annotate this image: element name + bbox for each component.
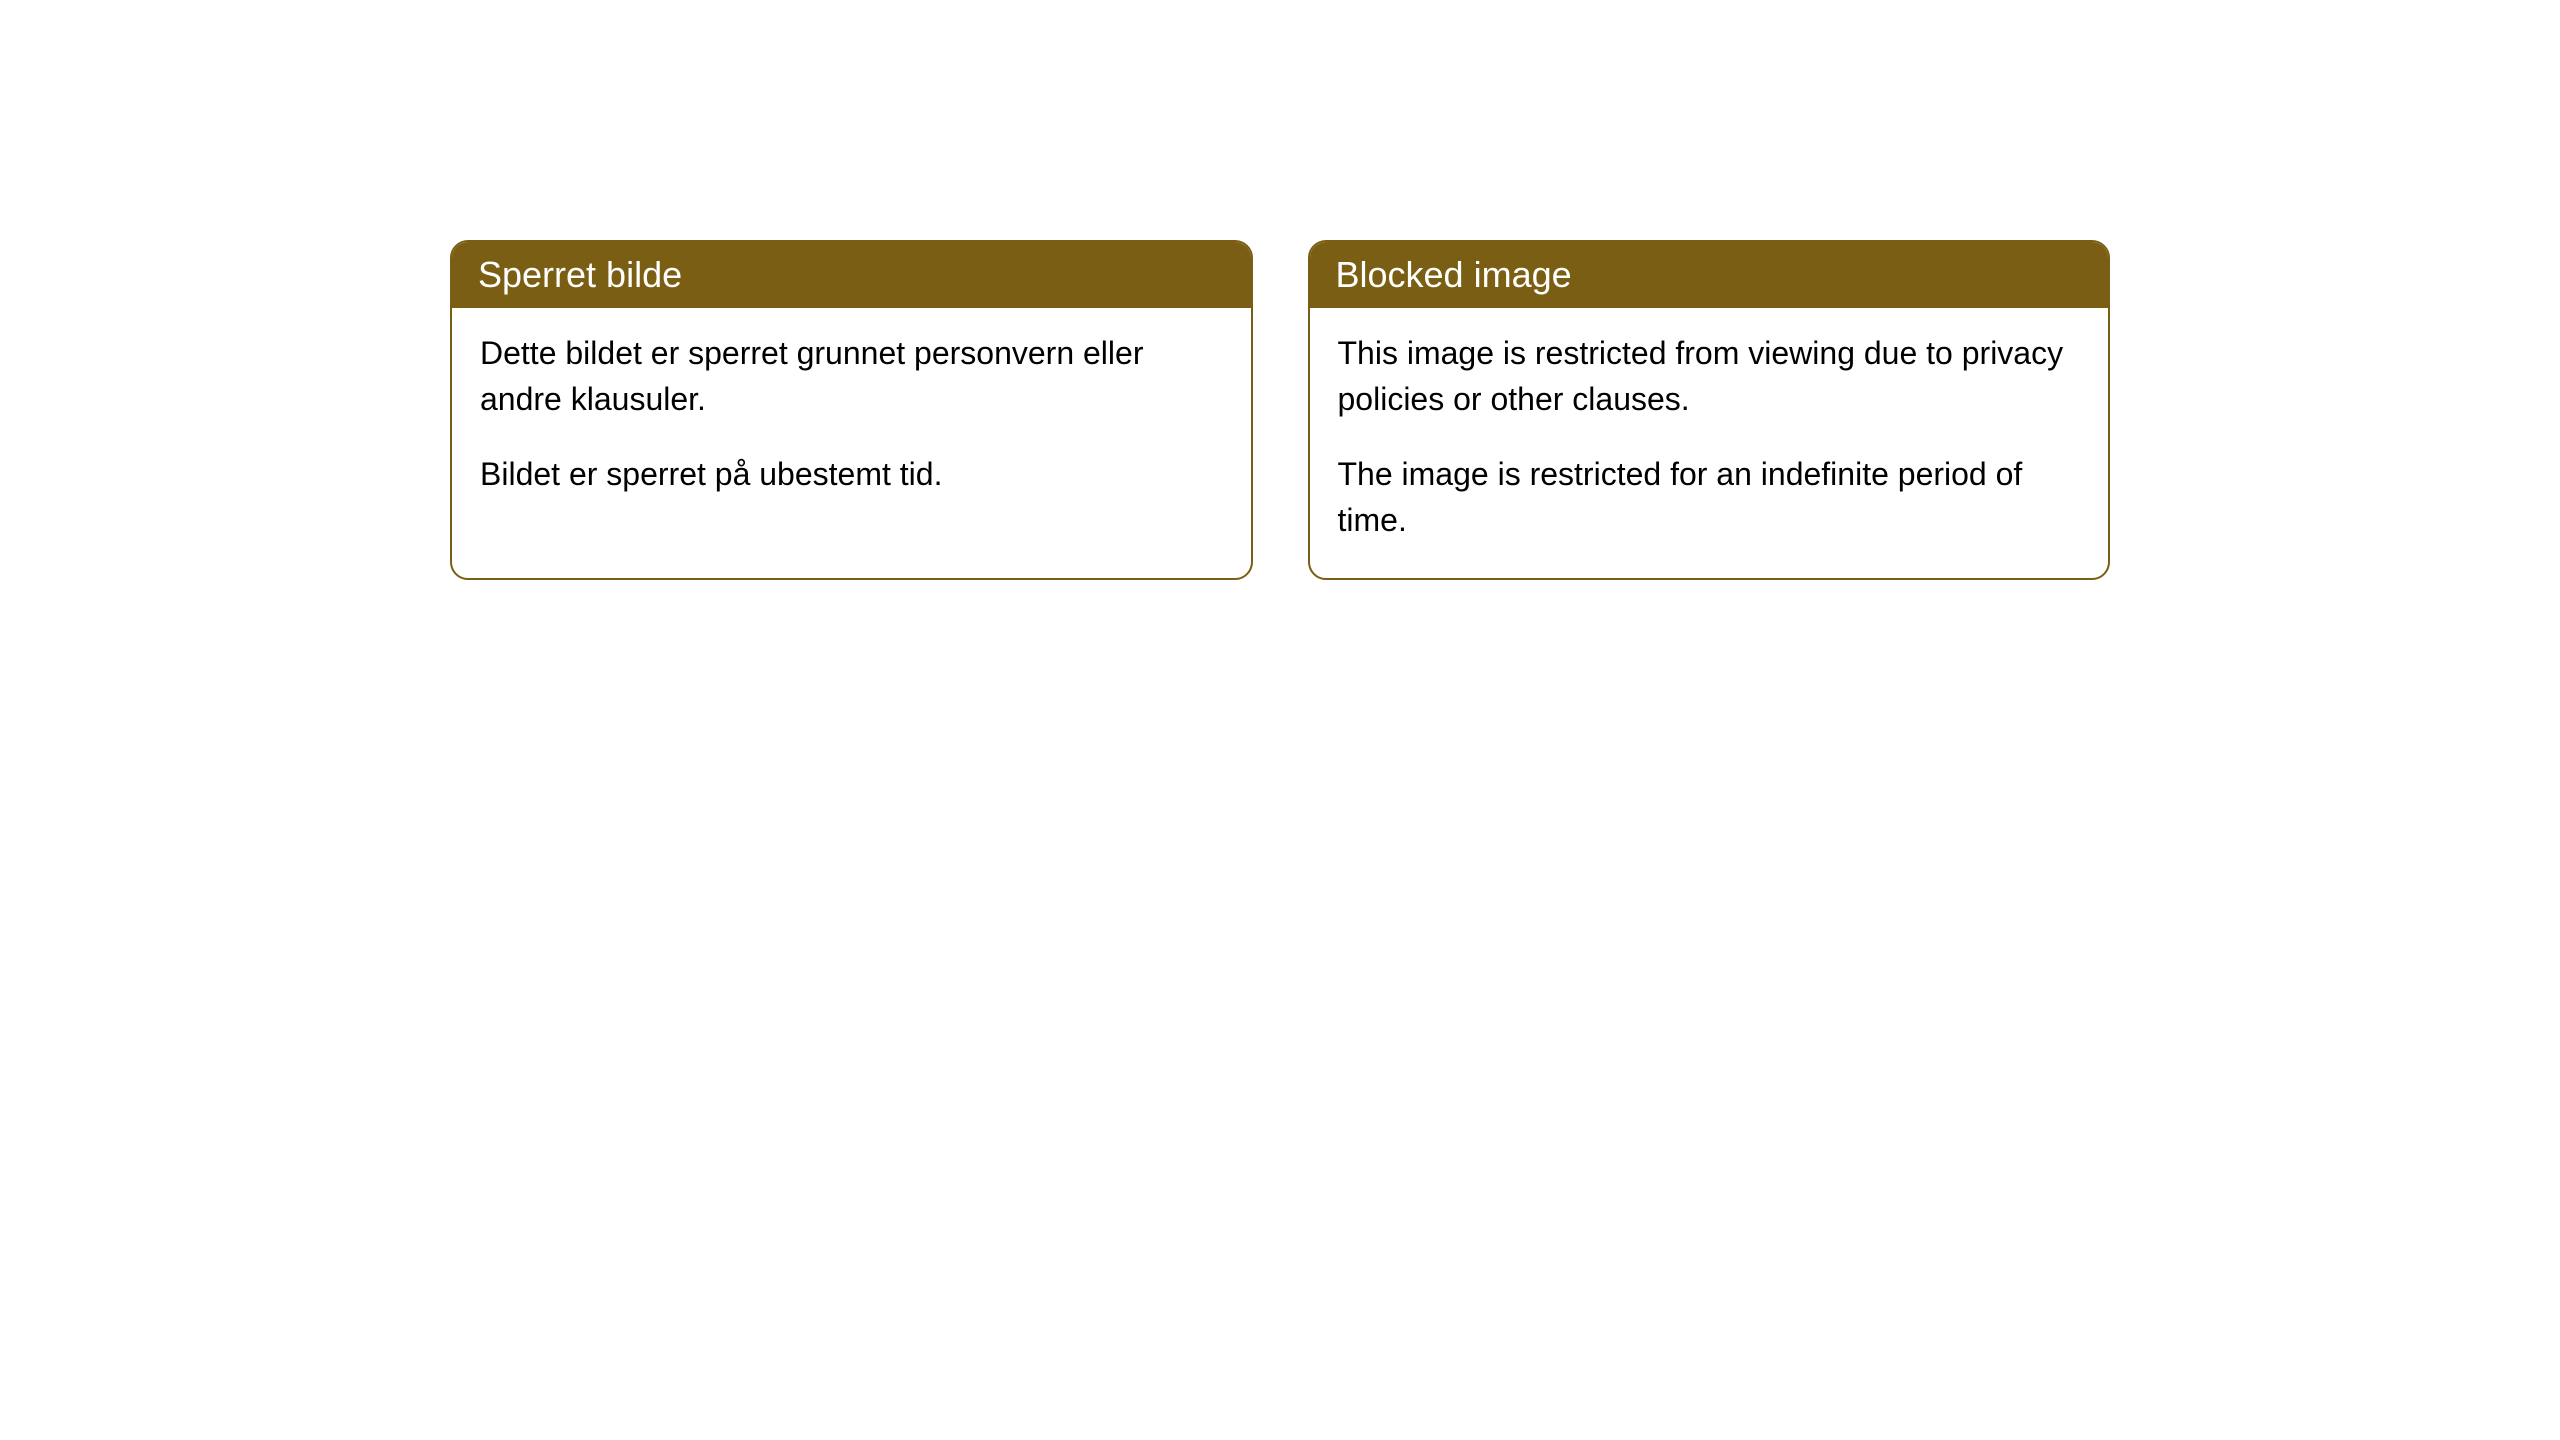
card-paragraph-2: Bildet er sperret på ubestemt tid. xyxy=(480,451,1223,497)
card-paragraph-1: Dette bildet er sperret grunnet personve… xyxy=(480,330,1223,423)
blocked-image-card-english: Blocked image This image is restricted f… xyxy=(1308,240,2111,580)
card-title: Sperret bilde xyxy=(478,254,682,295)
card-header: Blocked image xyxy=(1310,242,2109,308)
blocked-image-card-norwegian: Sperret bilde Dette bildet er sperret gr… xyxy=(450,240,1253,580)
card-body: This image is restricted from viewing du… xyxy=(1310,308,2109,578)
card-body: Dette bildet er sperret grunnet personve… xyxy=(452,308,1251,531)
card-header: Sperret bilde xyxy=(452,242,1251,308)
card-paragraph-1: This image is restricted from viewing du… xyxy=(1338,330,2081,423)
notice-cards-container: Sperret bilde Dette bildet er sperret gr… xyxy=(450,240,2110,580)
card-title: Blocked image xyxy=(1336,254,1572,295)
card-paragraph-2: The image is restricted for an indefinit… xyxy=(1338,451,2081,544)
